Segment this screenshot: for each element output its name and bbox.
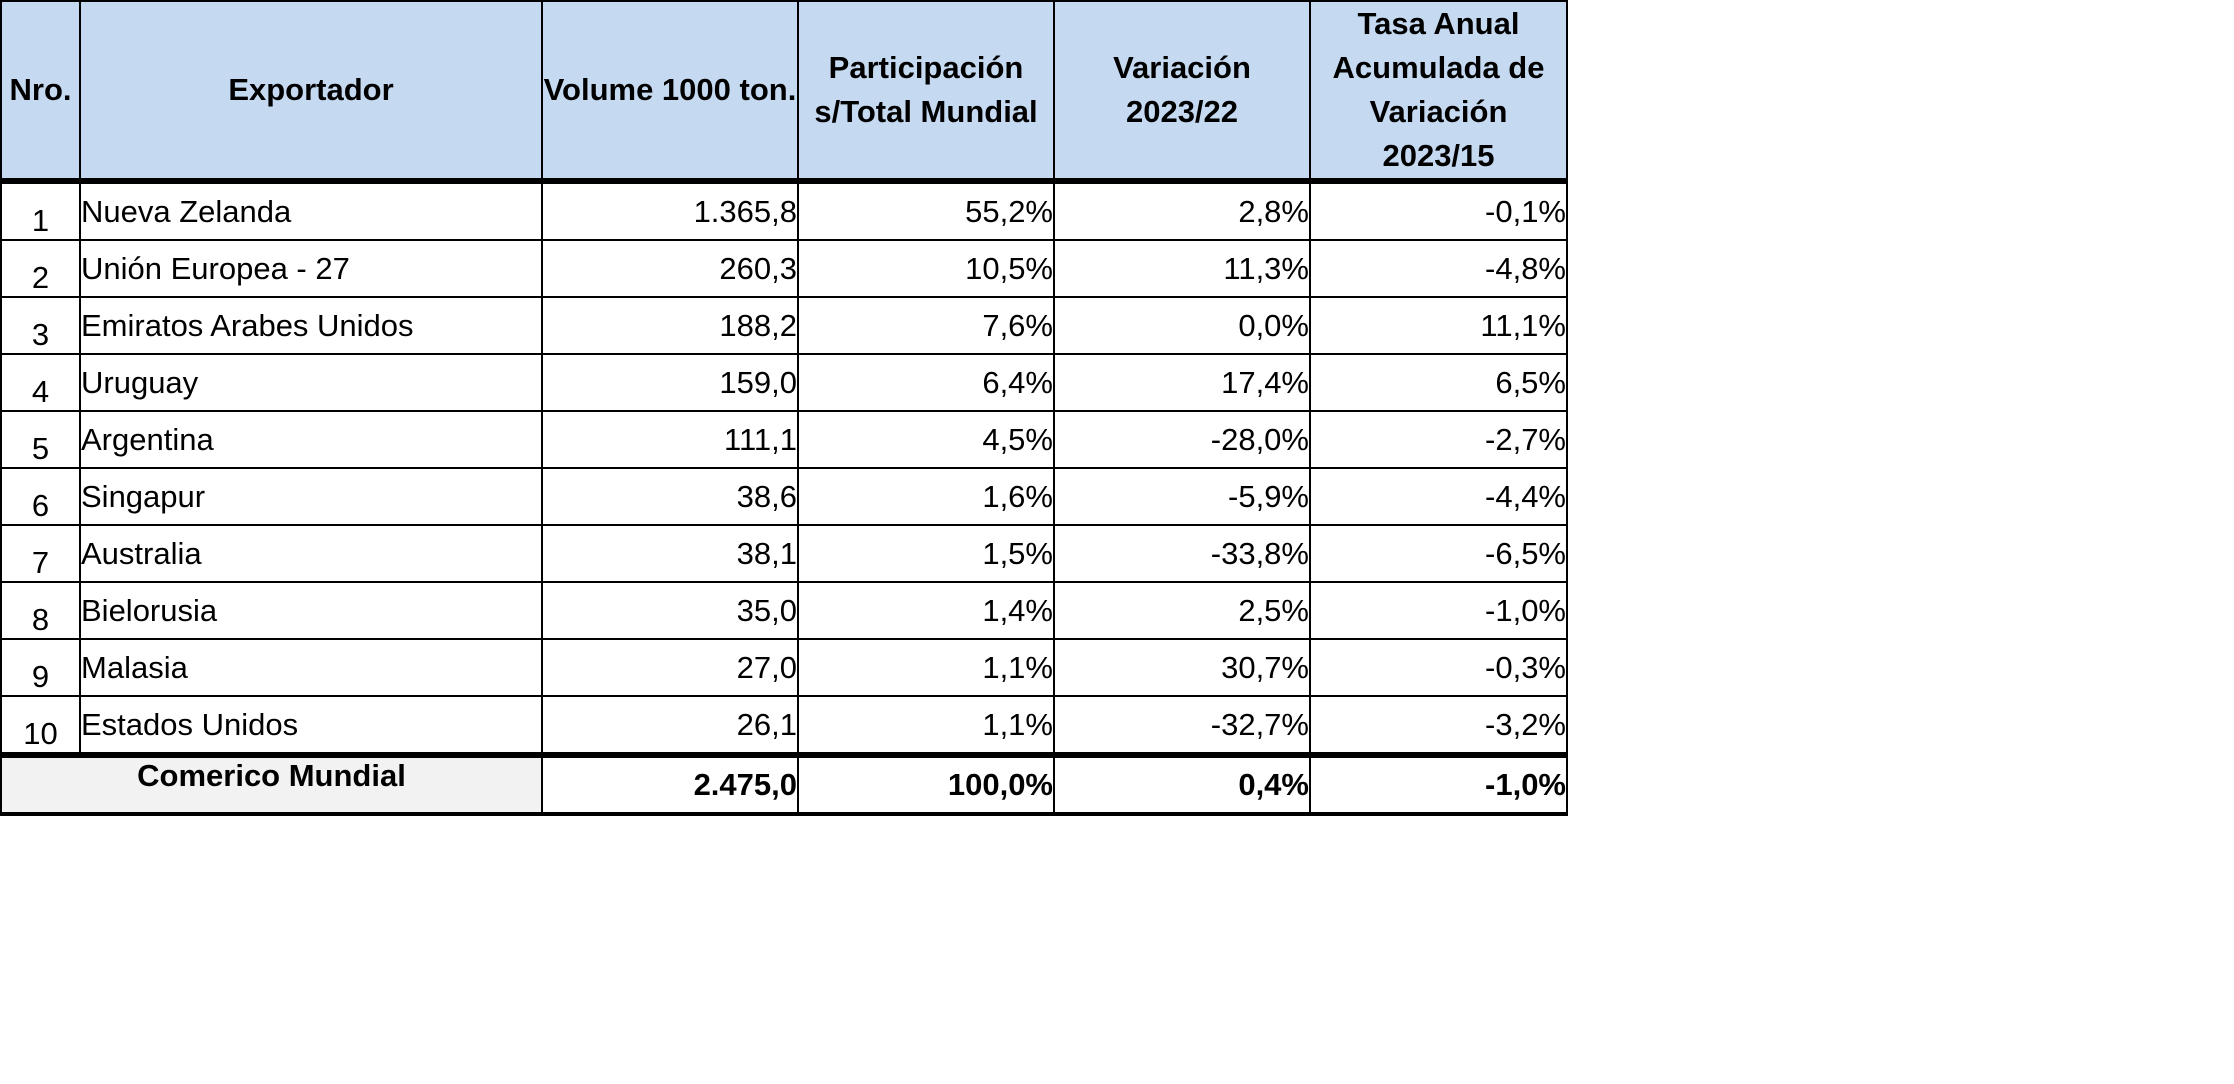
cell-variacion: 0,0%	[1053, 296, 1311, 355]
table-row: 4 Uruguay 159,0 6,4% 17,4% 6,5%	[0, 353, 1568, 412]
cell-volume: 26,1	[541, 695, 799, 756]
cell-volume: 260,3	[541, 239, 799, 298]
header-volume: Volume 1000 ton.	[541, 0, 799, 184]
cell-nro: 3	[0, 296, 81, 355]
table-row: 10 Estados Unidos 26,1 1,1% -32,7% -3,2%	[0, 695, 1568, 756]
header-variacion-line1: Variación	[1113, 50, 1251, 85]
cell-nro: 6	[0, 467, 81, 526]
total-variacion: 0,4%	[1053, 752, 1311, 816]
header-participacion: Participación s/Total Mundial	[797, 0, 1055, 184]
cell-exportador: Australia	[79, 524, 543, 583]
cell-volume: 1.365,8	[541, 180, 799, 241]
header-tasa: Tasa Anual Acumulada de Variación 2023/1…	[1309, 0, 1568, 184]
table-row: 1 Nueva Zelanda 1.365,8 55,2% 2,8% -0,1%	[0, 180, 1568, 241]
table-row: 9 Malasia 27,0 1,1% 30,7% -0,3%	[0, 638, 1568, 697]
cell-exportador: Singapur	[79, 467, 543, 526]
cell-participacion: 7,6%	[797, 296, 1055, 355]
total-row: Comerico Mundial 2.475,0 100,0% 0,4% -1,…	[0, 752, 1568, 816]
header-row: Nro. Exportador Volume 1000 ton. Partici…	[0, 0, 1568, 184]
cell-tasa: -1,0%	[1309, 581, 1568, 640]
exporters-table: Nro. Exportador Volume 1000 ton. Partici…	[0, 0, 1568, 816]
header-tasa-line2: Acumulada de	[1332, 50, 1545, 85]
cell-nro: 7	[0, 524, 81, 583]
cell-nro: 9	[0, 638, 81, 697]
cell-volume: 35,0	[541, 581, 799, 640]
cell-tasa: -6,5%	[1309, 524, 1568, 583]
cell-variacion: 2,8%	[1053, 180, 1311, 241]
cell-variacion: -32,7%	[1053, 695, 1311, 756]
cell-participacion: 1,1%	[797, 638, 1055, 697]
cell-participacion: 1,6%	[797, 467, 1055, 526]
cell-participacion: 10,5%	[797, 239, 1055, 298]
table-row: 7 Australia 38,1 1,5% -33,8% -6,5%	[0, 524, 1568, 583]
cell-tasa: -2,7%	[1309, 410, 1568, 469]
cell-exportador: Argentina	[79, 410, 543, 469]
cell-tasa: 6,5%	[1309, 353, 1568, 412]
cell-tasa: 11,1%	[1309, 296, 1568, 355]
total-label: Comerico Mundial	[0, 752, 543, 816]
header-exportador: Exportador	[79, 0, 543, 184]
cell-variacion: 30,7%	[1053, 638, 1311, 697]
cell-nro: 8	[0, 581, 81, 640]
cell-exportador: Nueva Zelanda	[79, 180, 543, 241]
cell-tasa: -3,2%	[1309, 695, 1568, 756]
header-participacion-line2: s/Total Mundial	[814, 94, 1038, 129]
total-volume: 2.475,0	[541, 752, 799, 816]
cell-variacion: -33,8%	[1053, 524, 1311, 583]
cell-volume: 38,6	[541, 467, 799, 526]
cell-participacion: 1,5%	[797, 524, 1055, 583]
header-tasa-line3: Variación 2023/15	[1369, 94, 1508, 173]
cell-participacion: 1,1%	[797, 695, 1055, 756]
cell-tasa: -0,1%	[1309, 180, 1568, 241]
cell-tasa: -0,3%	[1309, 638, 1568, 697]
table-row: 2 Unión Europea - 27 260,3 10,5% 11,3% -4,8%	[0, 239, 1568, 298]
cell-volume: 188,2	[541, 296, 799, 355]
cell-variacion: -5,9%	[1053, 467, 1311, 526]
cell-tasa: -4,8%	[1309, 239, 1568, 298]
table-row: 6 Singapur 38,6 1,6% -5,9% -4,4%	[0, 467, 1568, 526]
header-nro: Nro.	[0, 0, 81, 184]
header-participacion-line1: Participación	[828, 50, 1024, 85]
table-body: 1 Nueva Zelanda 1.365,8 55,2% 2,8% -0,1% 2 Unió…	[0, 180, 1568, 756]
cell-exportador: Unión Europea - 27	[79, 239, 543, 298]
cell-volume: 111,1	[541, 410, 799, 469]
table-row: 3 Emiratos Arabes Unidos 188,2 7,6% 0,0% 11,1…	[0, 296, 1568, 355]
cell-participacion: 6,4%	[797, 353, 1055, 412]
cell-variacion: 2,5%	[1053, 581, 1311, 640]
total-participacion: 100,0%	[797, 752, 1055, 816]
header-variacion: Variación 2023/22	[1053, 0, 1311, 184]
cell-exportador: Uruguay	[79, 353, 543, 412]
cell-exportador: Emiratos Arabes Unidos	[79, 296, 543, 355]
cell-exportador: Bielorusia	[79, 581, 543, 640]
table-row: 5 Argentina 111,1 4,5% -28,0% -2,7%	[0, 410, 1568, 469]
cell-tasa: -4,4%	[1309, 467, 1568, 526]
cell-exportador: Estados Unidos	[79, 695, 543, 756]
cell-nro: 10	[0, 695, 81, 756]
cell-participacion: 4,5%	[797, 410, 1055, 469]
cell-volume: 159,0	[541, 353, 799, 412]
cell-variacion: 17,4%	[1053, 353, 1311, 412]
header-tasa-line1: Tasa Anual	[1357, 6, 1520, 41]
table-row: 8 Bielorusia 35,0 1,4% 2,5% -1,0%	[0, 581, 1568, 640]
total-tasa: -1,0%	[1309, 752, 1568, 816]
cell-nro: 4	[0, 353, 81, 412]
cell-variacion: 11,3%	[1053, 239, 1311, 298]
cell-nro: 1	[0, 180, 81, 241]
cell-nro: 2	[0, 239, 81, 298]
cell-participacion: 1,4%	[797, 581, 1055, 640]
cell-variacion: -28,0%	[1053, 410, 1311, 469]
cell-volume: 27,0	[541, 638, 799, 697]
cell-nro: 5	[0, 410, 81, 469]
cell-exportador: Malasia	[79, 638, 543, 697]
cell-participacion: 55,2%	[797, 180, 1055, 241]
header-variacion-line2: 2023/22	[1125, 94, 1239, 129]
cell-volume: 38,1	[541, 524, 799, 583]
